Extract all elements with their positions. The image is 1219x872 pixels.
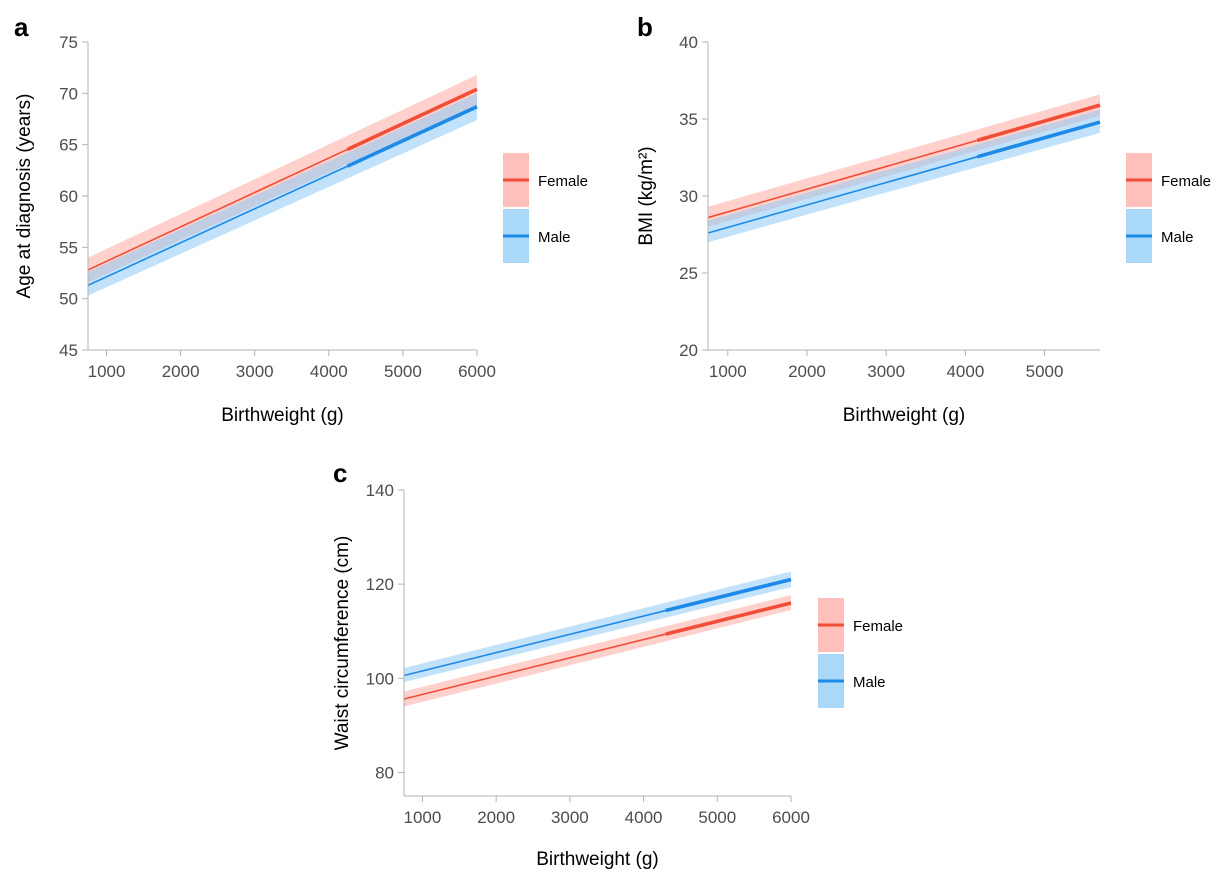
legend-label-male: Male: [853, 674, 886, 691]
x-tick-label: 4000: [310, 362, 348, 381]
series-line-thick-female: [976, 103, 1101, 143]
y-tick-label: 40: [679, 33, 698, 52]
y-tick-label: 35: [679, 110, 698, 129]
x-tick-label: 2000: [788, 362, 826, 381]
x-tick-label: 2000: [477, 808, 515, 827]
confidence-band-male: [708, 109, 1100, 243]
x-tick-label: 2000: [162, 362, 200, 381]
x-tick-label: 1000: [88, 362, 126, 381]
y-tick-label: 70: [59, 84, 78, 103]
series-line-thick-male: [665, 577, 792, 613]
x-tick-label: 5000: [384, 362, 422, 381]
x-tick-label: 6000: [772, 808, 810, 827]
y-axis-title: Waist circumference (cm): [332, 536, 353, 751]
series-line-male: [403, 609, 666, 677]
x-tick-label: 3000: [236, 362, 274, 381]
chart-panel-a: a 45 50 55 60 65 70 75 1000 2000 3000 4000 5000 6000 B…: [14, 12, 588, 426]
y-tick-label: 120: [366, 575, 394, 594]
series-line-male: [707, 156, 978, 234]
legend-label-female: Female: [853, 618, 903, 635]
legend: Female Male: [503, 153, 588, 263]
y-tick-label: 100: [366, 669, 394, 688]
panel-letter: b: [637, 12, 653, 42]
x-tick-label: 1000: [404, 808, 442, 827]
legend-label-female: Female: [538, 173, 588, 190]
y-tick-label: 140: [366, 481, 394, 500]
series-line-female: [403, 633, 666, 700]
y-tick-label: 80: [375, 763, 394, 782]
chart-panel-b: b 20 25 30 35 40 1000 2000 3000 4000 5000 Birthweig…: [636, 12, 1211, 426]
series-line-male: [87, 165, 348, 287]
chart-panel-c: c 80 100 120 140 1000 2000 3000 4000 5000 6000 Birt…: [332, 458, 903, 870]
x-tick-label: 5000: [698, 808, 736, 827]
panel-letter: c: [333, 458, 347, 488]
y-axis-title: Age at diagnosis (years): [14, 94, 35, 299]
y-tick-label: 75: [59, 33, 78, 52]
x-axis-title: Birthweight (g): [536, 849, 659, 870]
legend-label-male: Male: [1161, 229, 1194, 246]
y-axis-title: BMI (kg/m²): [636, 146, 657, 245]
confidence-band-male: [88, 93, 477, 296]
x-tick-label: 5000: [1026, 362, 1064, 381]
y-tick-label: 30: [679, 187, 698, 206]
legend: Female Male: [818, 598, 903, 708]
legend-label-female: Female: [1161, 173, 1211, 190]
y-tick-label: 45: [59, 341, 78, 360]
x-tick-label: 1000: [709, 362, 747, 381]
series-line-thick-female: [346, 87, 478, 152]
x-tick-label: 4000: [625, 808, 663, 827]
x-axis-title: Birthweight (g): [221, 405, 344, 426]
panel-letter: a: [14, 12, 29, 42]
y-tick-label: 50: [59, 290, 78, 309]
y-tick-label: 20: [679, 341, 698, 360]
series-line-thick-male: [346, 105, 478, 168]
y-tick-label: 60: [59, 187, 78, 206]
x-tick-label: 3000: [867, 362, 905, 381]
series-line-female: [707, 139, 978, 219]
series-line-thick-male: [976, 120, 1101, 159]
x-tick-label: 4000: [946, 362, 984, 381]
x-tick-label: 6000: [458, 362, 496, 381]
x-axis-title: Birthweight (g): [843, 405, 966, 426]
series-line-thick-female: [665, 601, 792, 636]
x-tick-label: 3000: [551, 808, 589, 827]
series-line-female: [87, 148, 348, 271]
legend-label-male: Male: [538, 229, 571, 246]
y-tick-label: 65: [59, 136, 78, 155]
y-tick-label: 55: [59, 238, 78, 257]
legend: Female Male: [1126, 153, 1211, 263]
y-tick-label: 25: [679, 264, 698, 283]
